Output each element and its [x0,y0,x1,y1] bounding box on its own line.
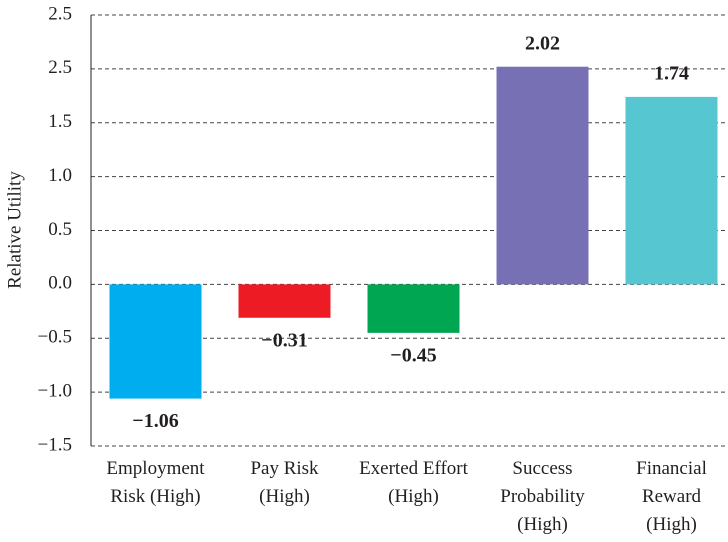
data-label: −0.45 [390,344,436,366]
x-tick-label: Pay Risk (High) [250,458,319,507]
x-tick-label: Exerted Effort (High) [359,458,469,507]
y-tick-label: 0.5 [48,219,72,240]
x-tick-label: Success Probability (High) [500,458,585,535]
y-axis-label: Relative Utility [4,171,25,289]
bar [625,96,718,285]
x-tick-label-line: Reward [642,486,702,507]
x-tick-label-line: Pay Risk [250,458,319,479]
x-tick-label: Financial Reward (High) [636,458,707,535]
x-tick-label-line: (High) [259,486,310,507]
x-tick-label-line: (High) [388,486,439,507]
y-tick-label: 1.5 [48,111,72,132]
y-tick-label: −1.5 [38,434,72,455]
x-tick-label-line: Success [512,458,572,479]
y-tick-label: −0.5 [38,327,72,348]
bar [109,284,202,399]
x-tick-label-line: (High) [646,514,697,535]
bar [367,284,460,333]
x-tick-label: Employment Risk (High) [106,458,205,507]
x-tick-label-line: Probability [500,486,585,507]
x-tick-label-line: (High) [517,514,568,535]
y-tick-label: 2.5 [48,3,72,24]
y-tick-label: 1.0 [48,165,72,186]
y-tick-label: −1.0 [38,380,72,401]
bar [238,284,331,318]
data-label: −0.31 [261,329,307,351]
data-label: 1.74 [654,62,689,84]
bar [496,66,589,285]
data-label: 2.02 [525,32,560,54]
x-tick-label-line: Exerted Effort [359,458,469,479]
y-tick-label: 0.0 [48,273,72,294]
x-tick-label-line: Risk (High) [110,486,200,507]
data-label: −1.06 [132,410,178,432]
x-tick-label-line: Employment [106,458,205,479]
x-tick-label-line: Financial [636,458,707,479]
y-tick-label: 2.5 [48,57,72,78]
